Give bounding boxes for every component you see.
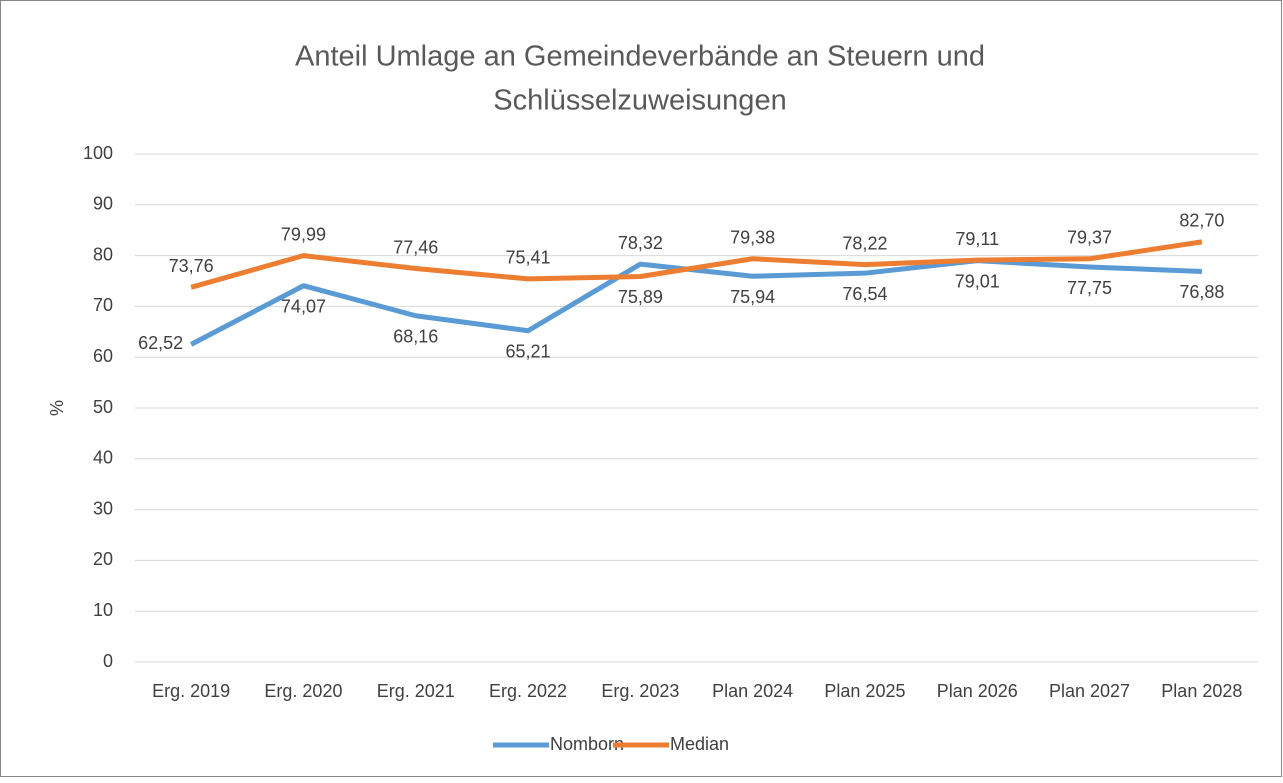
- legend-label: Nomborn: [550, 734, 624, 754]
- data-label: 68,16: [393, 326, 438, 346]
- x-tick-label: Plan 2025: [824, 681, 905, 701]
- y-tick-label: 50: [93, 397, 113, 417]
- data-label: 79,99: [281, 224, 326, 244]
- series-line: [189, 258, 1202, 347]
- y-tick-label: 40: [93, 448, 113, 468]
- y-tick-label: 0: [103, 651, 113, 671]
- data-label: 73,76: [169, 256, 214, 276]
- chart-title: Schlüsselzuweisungen: [493, 85, 786, 117]
- y-tick-label: 30: [93, 498, 113, 518]
- data-label: 79,01: [955, 271, 1000, 291]
- data-label: 78,32: [618, 233, 663, 253]
- data-label: 62,52: [138, 333, 183, 353]
- x-tick-label: Plan 2024: [712, 681, 793, 701]
- y-axis-label: %: [47, 400, 67, 416]
- data-label: 79,38: [730, 227, 775, 247]
- data-label: 79,11: [955, 229, 999, 249]
- y-tick-label: 80: [93, 244, 113, 264]
- x-tick-label: Plan 2026: [937, 681, 1018, 701]
- x-tick-label: Erg. 2020: [264, 681, 342, 701]
- data-label: 75,89: [618, 287, 663, 307]
- y-tick-label: 100: [83, 143, 113, 163]
- x-tick-label: Erg. 2023: [601, 681, 679, 701]
- x-tick-label: Plan 2027: [1049, 681, 1130, 701]
- y-tick-label: 20: [93, 549, 113, 569]
- data-label: 77,46: [393, 237, 438, 257]
- y-tick-label: 10: [93, 600, 113, 620]
- x-tick-label: Erg. 2019: [152, 681, 230, 701]
- data-label: 78,22: [842, 233, 887, 253]
- y-tick-label: 70: [93, 295, 113, 315]
- data-label: 77,75: [1067, 278, 1112, 298]
- chart-title: Anteil Umlage an Gemeindeverbände an Ste…: [295, 41, 985, 73]
- data-label: 79,37: [1067, 228, 1112, 248]
- data-label: 82,70: [1179, 211, 1224, 231]
- x-tick-label: Plan 2028: [1161, 681, 1242, 701]
- data-label: 76,54: [842, 284, 887, 304]
- data-label: 76,88: [1179, 282, 1224, 302]
- legend-label: Median: [670, 734, 729, 754]
- data-label: 75,41: [506, 248, 551, 268]
- y-tick-label: 90: [93, 194, 113, 214]
- series-line: [190, 239, 1203, 290]
- data-label: 75,94: [730, 287, 775, 307]
- x-tick-label: Erg. 2022: [489, 681, 567, 701]
- y-tick-label: 60: [93, 346, 113, 366]
- data-label: 65,21: [506, 341, 551, 361]
- x-tick-label: Erg. 2021: [377, 681, 455, 701]
- data-label: 74,07: [281, 296, 326, 316]
